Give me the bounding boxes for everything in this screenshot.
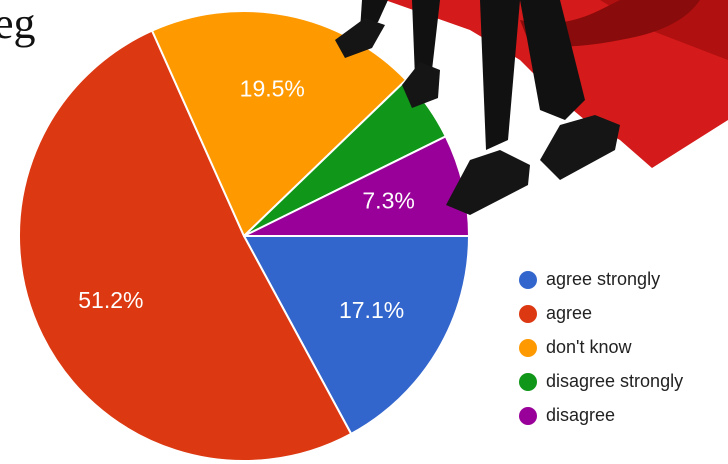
legend-marker	[519, 373, 537, 391]
legend-marker	[519, 305, 537, 323]
pie-chart: 17.1% 51.2% 19.5% 7.3%	[18, 10, 471, 462]
leg	[412, 0, 440, 78]
photo	[335, 0, 728, 215]
legend-marker	[519, 407, 537, 425]
legend-label: don't know	[546, 337, 632, 357]
legend-label: disagree strongly	[546, 371, 683, 391]
legend-marker	[519, 271, 537, 289]
legend: agree strongly agree don't know disagree st…	[519, 269, 683, 425]
slice-label: 17.1%	[339, 297, 404, 323]
shoe	[335, 18, 385, 58]
slice	[242, 235, 471, 436]
leg	[480, 0, 520, 150]
shoe	[540, 115, 620, 180]
slice-label: 19.5%	[240, 75, 305, 101]
shoe	[446, 150, 530, 215]
leg	[520, 0, 585, 120]
legend-label: agree strongly	[546, 269, 660, 289]
slice-label: 7.3%	[362, 187, 414, 213]
legend-marker	[519, 339, 537, 357]
legend-label: disagree	[546, 405, 615, 425]
slice	[18, 29, 353, 462]
slice	[150, 10, 408, 238]
legend-label: agree	[546, 303, 592, 323]
shoe	[402, 62, 440, 108]
slice-label: 51.2%	[78, 287, 143, 313]
caption: eg	[0, 0, 36, 48]
